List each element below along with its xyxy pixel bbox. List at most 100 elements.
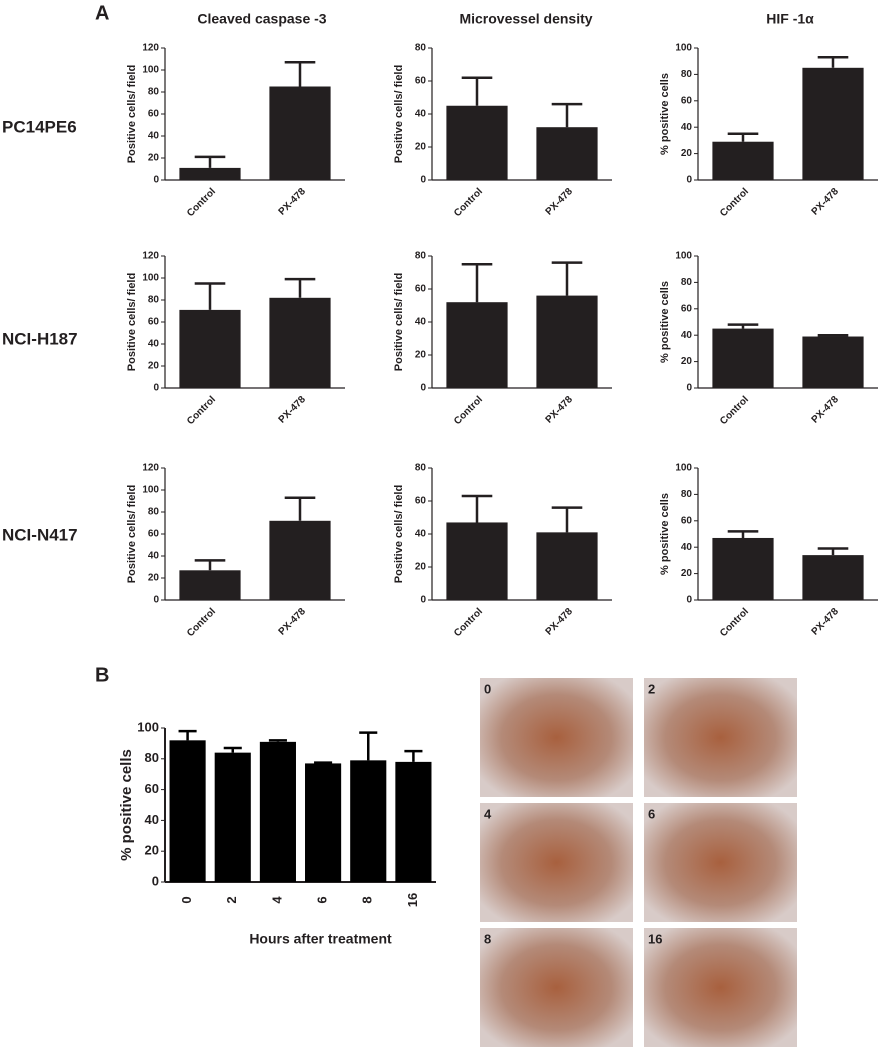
y-tick-label: 60 (415, 76, 427, 87)
x-tick-label: Control (718, 394, 751, 427)
y-tick-label: 0 (686, 595, 692, 606)
bar (536, 127, 598, 180)
y-tick-label: 80 (148, 87, 160, 98)
bar (259, 741, 296, 882)
x-axis-label: Hours after treatment (249, 931, 392, 947)
x-tick-label: PX-478 (810, 186, 842, 218)
bar (446, 522, 508, 600)
y-tick-label: 20 (415, 562, 427, 573)
y-axis-label: Positive cells/ field (126, 65, 138, 163)
y-axis-label: % positive cells (118, 749, 135, 861)
y-tick-label: 0 (153, 595, 159, 606)
y-tick-label: 60 (681, 515, 693, 526)
bar (269, 520, 331, 600)
error-bar (178, 729, 197, 741)
column-header: Microvessel density (459, 11, 592, 27)
y-tick-label: 100 (675, 251, 692, 262)
bar (179, 167, 241, 180)
x-tick-label: Control (185, 186, 218, 219)
y-tick-label: 100 (137, 719, 159, 734)
error-bar (551, 506, 583, 533)
y-axis-label: Positive cells/ field (126, 485, 138, 583)
y-tick-label: 20 (415, 142, 427, 153)
y-tick-label: 40 (415, 529, 427, 540)
y-tick-label: 60 (148, 109, 160, 120)
bar (305, 763, 342, 882)
y-tick-label: 40 (681, 122, 693, 133)
error-bar (461, 76, 493, 106)
y-tick-label: 40 (415, 109, 427, 120)
x-tick-label: PX-478 (810, 394, 842, 426)
y-axis-label: Positive cells/ field (126, 273, 138, 371)
y-tick-label: 60 (148, 529, 160, 540)
bar (536, 532, 598, 600)
y-tick-label: 40 (415, 317, 427, 328)
y-tick-label: 40 (148, 131, 160, 142)
y-tick-label: 80 (415, 463, 427, 474)
micrograph-label: 16 (648, 931, 662, 946)
y-tick-label: 20 (148, 573, 160, 584)
error-bar (314, 761, 333, 764)
y-tick-label: 40 (681, 542, 693, 553)
error-bar (284, 61, 316, 87)
bar (712, 328, 774, 388)
bar (179, 309, 241, 388)
y-tick-label: 0 (420, 175, 426, 186)
micrograph-label: 8 (484, 931, 491, 946)
bar (269, 86, 331, 180)
bar (446, 302, 508, 388)
y-tick-label: 80 (148, 507, 160, 518)
y-axis-label: Positive cells/ field (393, 65, 405, 163)
y-tick-label: 60 (415, 496, 427, 507)
x-tick-label: Control (452, 186, 485, 219)
y-axis-label: Positive cells/ field (393, 273, 405, 371)
bar (395, 761, 432, 882)
micrograph (480, 678, 633, 797)
y-tick-label: 20 (415, 350, 427, 361)
y-tick-label: 60 (415, 284, 427, 295)
y-tick-label: 100 (142, 273, 159, 284)
y-tick-label: 100 (675, 463, 692, 474)
y-tick-label: 20 (681, 148, 693, 159)
y-axis-label: Positive cells/ field (393, 485, 405, 583)
bar (536, 295, 598, 388)
bar (712, 537, 774, 600)
x-tick-label: 2 (224, 896, 239, 903)
x-tick-label: PX-478 (277, 606, 309, 638)
x-tick-label: PX-478 (810, 606, 842, 638)
x-tick-label: 6 (315, 896, 330, 903)
y-tick-label: 0 (153, 383, 159, 394)
micrograph-label: 2 (648, 681, 655, 696)
error-bar (461, 263, 493, 303)
x-tick-label: Control (718, 186, 751, 219)
error-bar (404, 749, 423, 762)
row-label: PC14PE6 (2, 117, 77, 136)
y-tick-label: 100 (142, 65, 159, 76)
error-bar (223, 746, 242, 753)
y-tick-label: 80 (148, 295, 160, 306)
y-tick-label: 60 (681, 95, 693, 106)
row-label: NCI-N417 (2, 525, 78, 544)
micrograph (644, 928, 797, 1047)
x-tick-label: Control (452, 606, 485, 639)
y-tick-label: 20 (148, 361, 160, 372)
x-tick-label: PX-478 (277, 394, 309, 426)
y-tick-label: 40 (681, 330, 693, 341)
column-header: Cleaved caspase -3 (197, 11, 326, 27)
error-bar (727, 132, 759, 142)
panel-label: A (95, 2, 109, 24)
micrograph (480, 928, 633, 1047)
error-bar (727, 530, 759, 538)
x-tick-label: Control (185, 606, 218, 639)
error-bar (194, 559, 226, 571)
micrograph (644, 678, 797, 797)
y-tick-label: 0 (420, 383, 426, 394)
y-tick-label: 0 (420, 595, 426, 606)
y-tick-label: 100 (675, 43, 692, 54)
row-label: NCI-H187 (2, 329, 78, 348)
y-tick-label: 40 (148, 339, 160, 350)
error-bar (551, 261, 583, 296)
x-tick-label: Control (185, 394, 218, 427)
